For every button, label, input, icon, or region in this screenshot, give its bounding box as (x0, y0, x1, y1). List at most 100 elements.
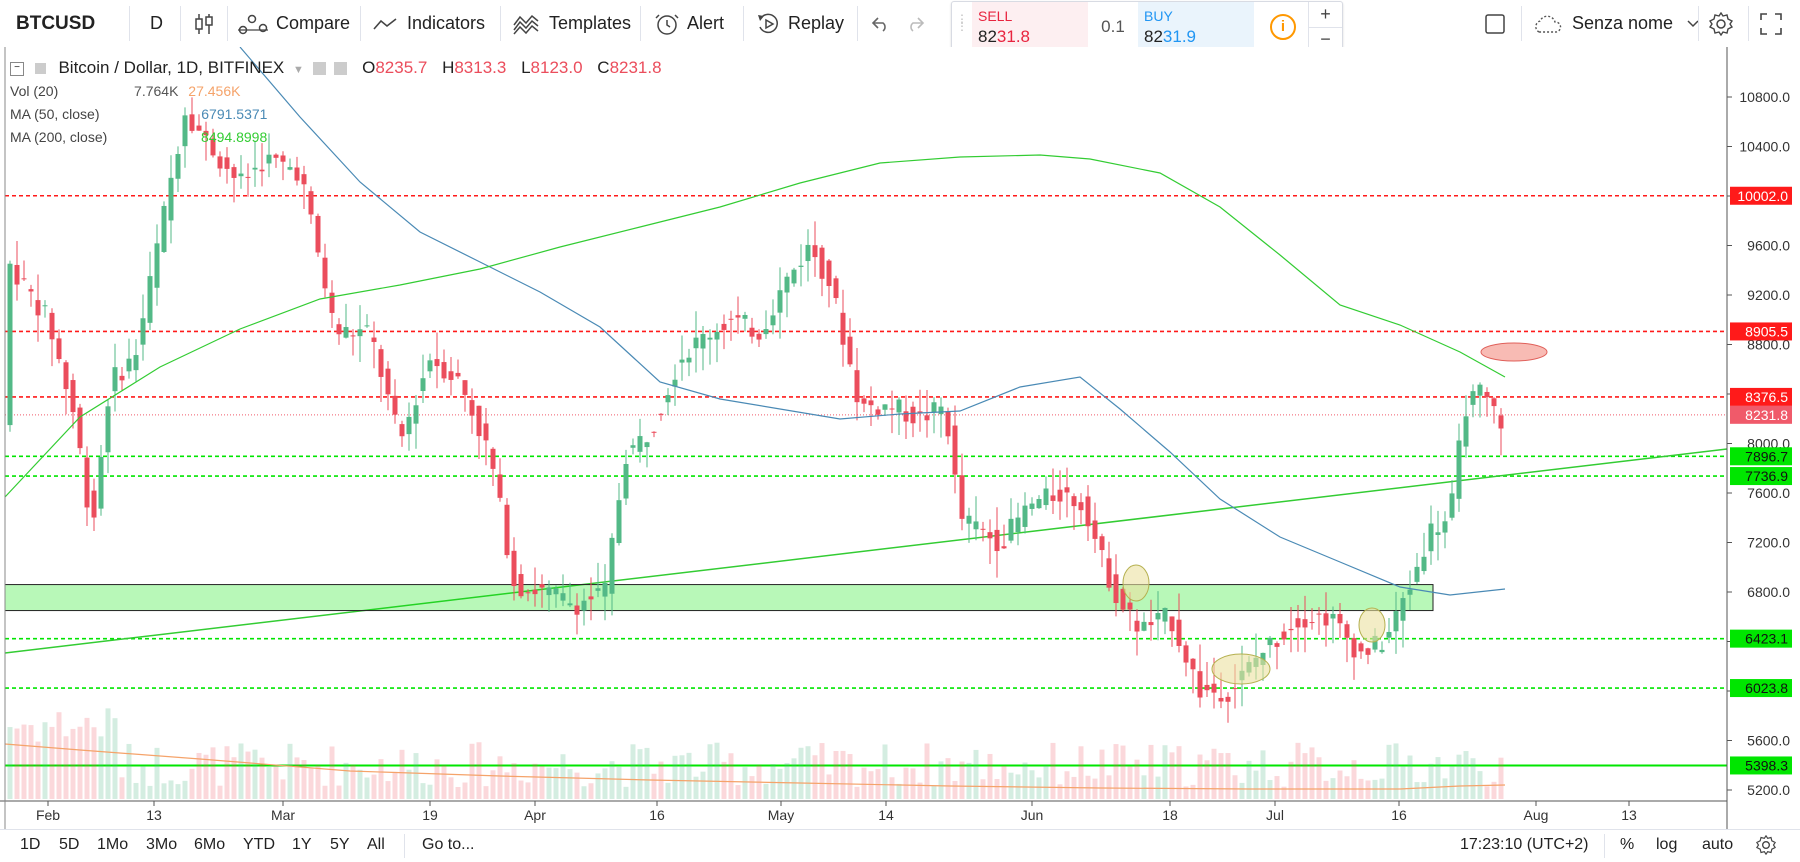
candle-body (1022, 505, 1028, 527)
range-3mo[interactable]: 3Mo (146, 836, 178, 853)
buy-price: 8231.9 (1144, 27, 1197, 46)
volume-bar (1449, 765, 1455, 799)
candle-body (427, 360, 433, 372)
ma50-line[interactable] (239, 46, 1506, 596)
candle-body (994, 529, 1000, 552)
quantity-field[interactable]: 0.1 (1101, 17, 1125, 36)
candle-body (574, 605, 580, 615)
price-chart[interactable]: 10800.010400.010000.09600.09200.08800.08… (0, 46, 1800, 848)
candle-body (343, 327, 349, 338)
highlight-ellipse[interactable] (1122, 564, 1150, 602)
replay-button[interactable]: Replay (756, 0, 844, 47)
range-1mo[interactable]: 1Mo (97, 836, 129, 853)
range-1d[interactable]: 1D (20, 836, 41, 853)
auto-scale-toggle[interactable]: auto (1702, 836, 1734, 853)
fullscreen-toggle-icon[interactable] (1482, 0, 1508, 47)
chevron-down-icon[interactable]: ▼ (293, 64, 304, 76)
candle-body (91, 490, 97, 518)
volume-bar (735, 785, 741, 799)
price-level-label (1730, 186, 1792, 205)
highlight-ellipse[interactable] (1211, 653, 1271, 685)
decrease-qty-button[interactable]: − (1320, 29, 1331, 49)
price-level-text: 7736.9 (1745, 468, 1788, 484)
fullscreen-icon[interactable] (1758, 0, 1784, 47)
buy-button[interactable]: BUY 8231.9 (1138, 2, 1254, 52)
ma200-title[interactable]: MA (200, close) (10, 129, 108, 145)
alert-button[interactable]: Alert (655, 0, 724, 47)
demand-zone-rectangle[interactable] (4, 584, 1434, 612)
candle-body (392, 395, 398, 415)
indicators-button[interactable]: Indicators (373, 0, 485, 47)
volume-bar (168, 780, 174, 799)
highlight-ellipse[interactable] (1480, 342, 1548, 362)
candle-body (686, 357, 692, 363)
volume-bar (1337, 770, 1343, 799)
symbol-search[interactable]: BTCUSD (16, 0, 95, 47)
candle-body (35, 300, 41, 316)
candle-body (203, 130, 209, 136)
volume-bar (945, 758, 951, 799)
templates-button[interactable]: Templates (513, 0, 631, 47)
volume-bar (1078, 746, 1084, 799)
volume-bar (364, 777, 370, 799)
percent-scale-toggle[interactable]: % (1620, 836, 1635, 853)
time-tick-label: May (768, 807, 794, 823)
volume-bar (350, 764, 356, 799)
range-5y[interactable]: 5Y (330, 836, 350, 853)
price-level-label (1730, 322, 1792, 341)
range-5d[interactable]: 5D (59, 836, 80, 853)
range-1y[interactable]: 1Y (292, 836, 312, 853)
volume-bar (147, 785, 153, 799)
info-icon[interactable]: i (1270, 14, 1296, 40)
redo-icon[interactable] (904, 0, 928, 47)
range-all[interactable]: All (367, 836, 385, 853)
range-6mo[interactable]: 6Mo (194, 836, 226, 853)
ma50-title[interactable]: MA (50, close) (10, 106, 100, 122)
settings-gear-icon[interactable] (1708, 0, 1734, 47)
volume-bar (1316, 757, 1322, 799)
undo-icon[interactable] (868, 0, 892, 47)
candles-icon[interactable] (193, 0, 215, 47)
range-ytd[interactable]: YTD (243, 836, 275, 853)
drag-handle-icon[interactable]: ⋮ ⋮ (956, 12, 968, 33)
volume-bar (644, 747, 650, 799)
interval-button[interactable]: D (150, 0, 163, 47)
volume-bar (952, 780, 958, 799)
candle-body (511, 550, 517, 587)
alert-label: Alert (687, 13, 725, 33)
chart-area[interactable]: 10800.010400.010000.09600.09200.08800.08… (0, 46, 1800, 848)
compare-button[interactable]: Compare (238, 0, 350, 47)
highlight-ellipse[interactable] (1358, 607, 1386, 643)
volume-title[interactable]: Vol (20) (10, 83, 59, 99)
candle-body (154, 243, 160, 288)
sell-button[interactable]: SELL 8231.8 (972, 2, 1088, 52)
trendline[interactable] (4, 448, 1728, 654)
layout-menu[interactable]: Senza nome (1532, 0, 1699, 47)
volume-value: 7.764K (134, 83, 179, 99)
settings-icon[interactable] (334, 62, 348, 76)
volume-bar (1001, 765, 1007, 799)
volume-bar (959, 761, 965, 799)
log-scale-toggle[interactable]: log (1656, 836, 1678, 853)
collapse-icon[interactable]: − (10, 61, 24, 76)
candle-body (182, 115, 188, 147)
volume-bar (693, 776, 699, 799)
volume-bar (602, 768, 608, 799)
candle-body (1043, 488, 1049, 506)
increase-qty-button[interactable]: + (1309, 2, 1342, 28)
volume-bar (1463, 751, 1469, 799)
volume-bar (1351, 760, 1357, 799)
volume-bar (763, 783, 769, 799)
ma200-line[interactable] (4, 154, 1506, 498)
volume-bar (1498, 757, 1504, 799)
series-title[interactable]: Bitcoin / Dollar, 1D, BITFINEX (58, 58, 285, 77)
volume-bar (532, 763, 538, 799)
volume-bar (826, 774, 832, 799)
volume-bar (413, 753, 419, 799)
volume-bar (630, 744, 636, 799)
time-tick-label: 19 (422, 807, 438, 823)
eye-icon[interactable] (312, 62, 326, 76)
volume-bar (329, 746, 335, 799)
chart-settings-gear-icon[interactable] (1756, 835, 1776, 855)
goto-date-button[interactable]: Go to... (422, 836, 475, 853)
